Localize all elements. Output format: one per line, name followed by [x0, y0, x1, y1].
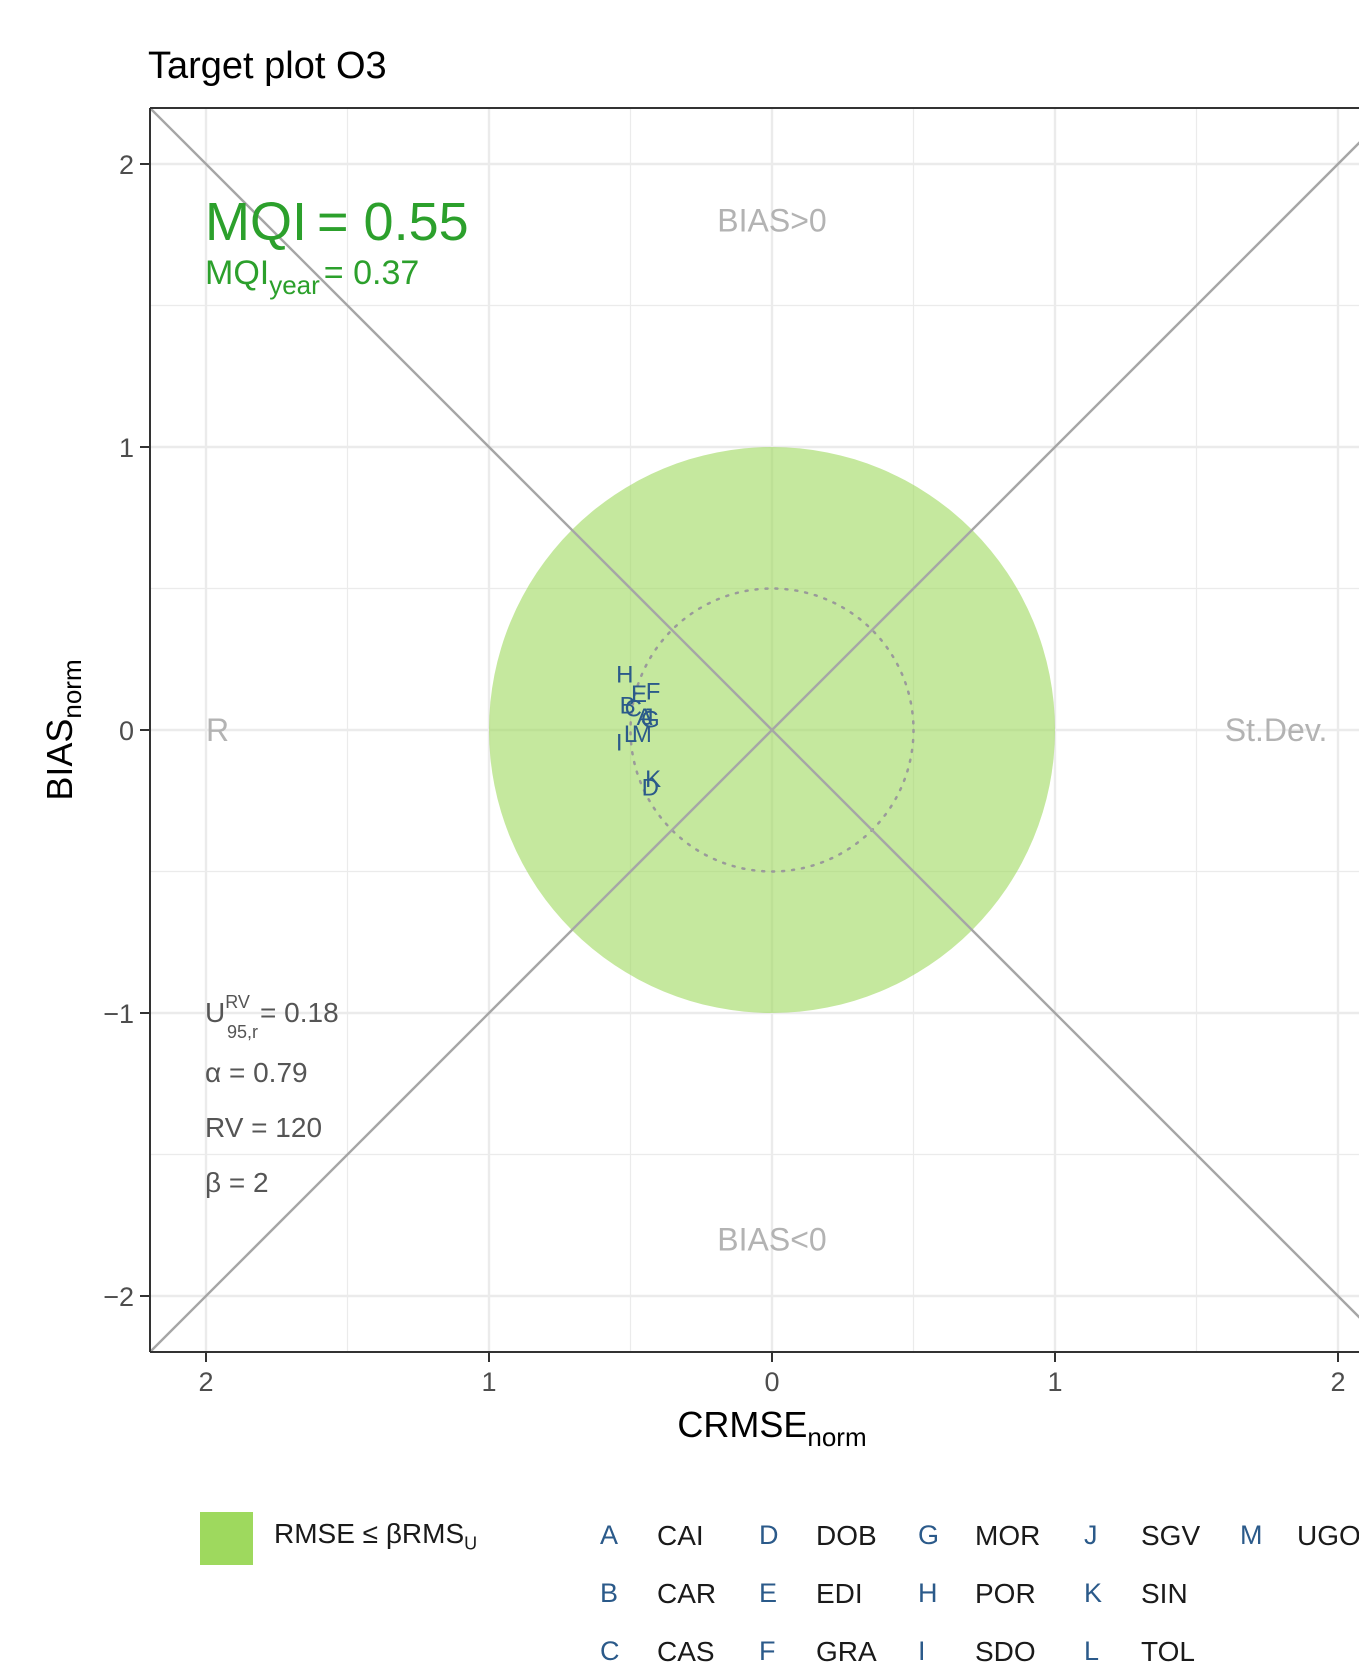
param-u95-sub: 95,r [227, 1022, 258, 1042]
station-point-f: F [646, 678, 661, 705]
x-axis-label: CRMSEnorm [677, 1404, 866, 1452]
inner-dotted-circle [629, 587, 915, 873]
y-axis-label: BIASnorm [39, 659, 87, 800]
station-point-a: A [637, 704, 653, 731]
mqi-label: MQI = 0.55 [205, 192, 469, 252]
station-point-l: L [624, 721, 637, 748]
legend-station-code: A [600, 1520, 619, 1550]
region-label-stdev: St.Dev. [1225, 712, 1328, 748]
station-point-h: H [616, 661, 633, 688]
diagonal-lines [150, 108, 1359, 1352]
mqi-label-main: MQI [205, 192, 307, 252]
region-label-bias-negative: BIAS<0 [717, 1221, 826, 1257]
y-tick-label: −2 [103, 1282, 134, 1312]
legend-station-code: G [918, 1520, 940, 1550]
mqi-year-sub: year [269, 270, 320, 300]
target-plot: Target plot O3 BIAS>0 BIAS<0 R St.Dev. M… [39, 45, 1359, 1452]
legend-station-name: CAI [657, 1520, 704, 1551]
x-axis-label-base: CRMSE [677, 1404, 807, 1445]
param-rv: RV = 120 [205, 1112, 322, 1143]
y-axis-ticks: 2 1 0 −1 −2 [103, 150, 150, 1312]
station-point-j: J [641, 704, 653, 731]
legend-station-name: GRA [816, 1636, 877, 1667]
legend-target-swatch [200, 1512, 253, 1565]
legend-station-code: C [600, 1636, 620, 1666]
region-label-r: R [206, 712, 229, 748]
y-axis-label-base: BIAS [39, 719, 80, 801]
legend-target-label-sub: U [464, 1533, 478, 1554]
station-point-g: G [641, 707, 660, 734]
y-tick-label: −1 [103, 999, 134, 1029]
y-tick-label: 2 [119, 150, 134, 180]
legend-station-name: UGO [1297, 1520, 1359, 1551]
param-u95-value: = 0.18 [260, 997, 339, 1028]
station-point-c: C [625, 695, 642, 722]
x-axis-ticks: 2 1 0 1 2 [198, 1352, 1346, 1397]
legend-station-code: L [1084, 1636, 1100, 1666]
legend-station-code: H [918, 1578, 938, 1608]
legend-station-name: SGV [1141, 1520, 1201, 1551]
x-tick-label: 1 [481, 1367, 496, 1397]
legend-station-name: MOR [975, 1520, 1041, 1551]
legend-station-code: K [1084, 1578, 1103, 1608]
station-point-i: I [616, 729, 623, 756]
legend-target-label-text: RMSE ≤ βRMS [274, 1518, 465, 1549]
param-u95-base: U [205, 997, 225, 1028]
param-u95-sup: RV [225, 992, 250, 1012]
param-beta: β = 2 [205, 1167, 269, 1198]
station-point-d: D [642, 775, 659, 802]
x-tick-label: 0 [764, 1367, 779, 1397]
legend-station-code: E [759, 1578, 778, 1608]
legend: RMSE ≤ βRMSU A CAI B CAR C CAS D DOB E EDI F GRA G MO… [0, 1500, 1359, 1667]
x-tick-label: 2 [198, 1367, 213, 1397]
legend-station-name: CAR [657, 1578, 717, 1609]
station-point-e: E [631, 681, 647, 708]
legend-station-code: F [759, 1636, 776, 1666]
legend-station-code: M [1240, 1520, 1263, 1550]
x-tick-label: 2 [1330, 1367, 1345, 1397]
region-label-bias-positive: BIAS>0 [717, 203, 826, 239]
station-point-m: M [632, 721, 652, 748]
legend-station-name: SIN [1141, 1578, 1188, 1609]
mqi-year-base: MQI [205, 254, 269, 292]
diagonal-line [150, 141, 1359, 1352]
legend-station-code: J [1084, 1520, 1098, 1550]
legend-station-name: DOB [816, 1520, 877, 1551]
legend-target-label: RMSE ≤ βRMSU [274, 1518, 477, 1555]
param-u95: URV 95,r= 0.18 [205, 992, 339, 1042]
legend-station-name: SDO [975, 1636, 1036, 1667]
y-axis-label-sub: norm [57, 659, 87, 718]
y-tick-label: 1 [119, 433, 134, 463]
station-point-k: K [645, 766, 661, 793]
legend-station-name: EDI [816, 1578, 863, 1609]
legend-station-code: I [918, 1636, 926, 1666]
mqi-year-value: = 0.37 [324, 254, 419, 292]
chart-title: Target plot O3 [148, 45, 387, 87]
y-tick-label: 0 [119, 716, 134, 746]
mqi-year-label: MQIyear = 0.37 [205, 254, 419, 300]
x-tick-label: 1 [1047, 1367, 1062, 1397]
legend-station-name: POR [975, 1578, 1036, 1609]
legend-station-name: TOL [1141, 1636, 1195, 1667]
param-alpha: α = 0.79 [205, 1057, 308, 1088]
x-axis-label-sub: norm [807, 1422, 866, 1452]
legend-station-code: D [759, 1520, 779, 1550]
station-point-b: B [620, 693, 636, 720]
legend-station-code: B [600, 1578, 619, 1608]
mqi-value: = 0.55 [317, 192, 469, 252]
legend-station-name: CAS [657, 1636, 715, 1667]
